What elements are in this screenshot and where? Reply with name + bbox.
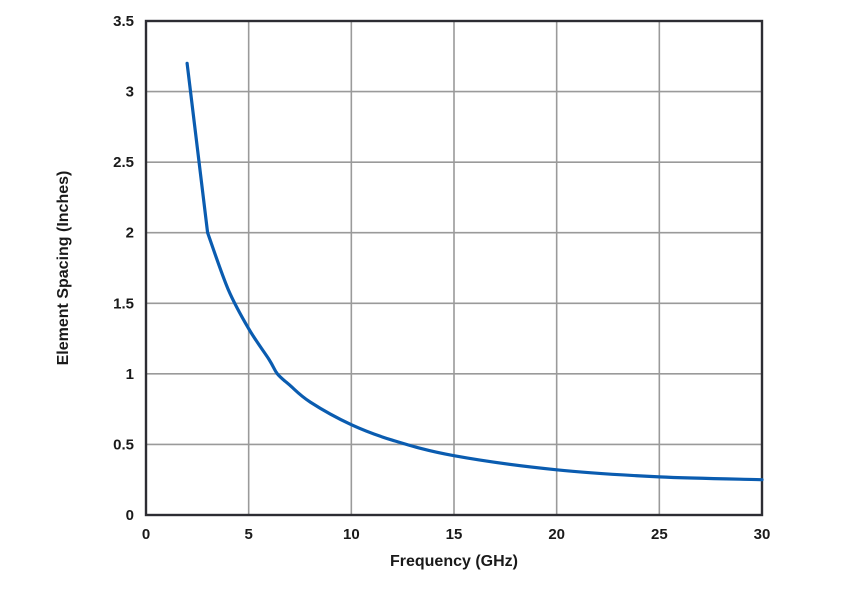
element-spacing-curve xyxy=(185,61,764,482)
x-axis-ticks: 0 5 10 15 20 25 30 xyxy=(142,526,771,543)
y-tick-label: 0.5 xyxy=(113,436,134,453)
y-tick-label: 3 xyxy=(126,84,134,101)
x-axis-title: Frequency (GHz) xyxy=(390,553,518,570)
plot-area-frame xyxy=(144,19,764,517)
x-tick-label: 10 xyxy=(343,526,360,543)
gridlines xyxy=(145,20,763,516)
y-tick-label: 0 xyxy=(126,507,134,524)
x-tick-label: 20 xyxy=(548,526,565,543)
x-tick-label: 30 xyxy=(754,526,771,543)
y-tick-label: 3.5 xyxy=(113,13,134,30)
y-tick-label: 2 xyxy=(126,225,134,242)
x-tick-label: 15 xyxy=(446,526,463,543)
y-axis-ticks: 0 0.5 1 1.5 2 2.5 3 3.5 xyxy=(113,13,134,524)
y-axis-title: Element Spacing (Inches) xyxy=(55,171,72,366)
y-tick-label: 2.5 xyxy=(113,154,134,171)
y-tick-label: 1.5 xyxy=(113,295,134,312)
y-tick-label: 1 xyxy=(126,366,134,383)
x-tick-label: 5 xyxy=(244,526,252,543)
x-tick-label: 0 xyxy=(142,526,150,543)
x-tick-label: 25 xyxy=(651,526,668,543)
